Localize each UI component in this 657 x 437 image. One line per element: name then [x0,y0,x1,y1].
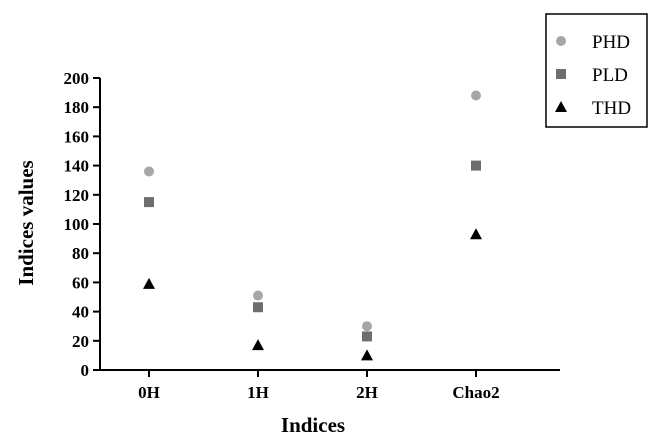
legend-marker-phd [556,36,566,46]
y-tick-label: 180 [64,98,90,117]
point-thd [361,349,373,361]
y-tick-label: 120 [64,186,90,205]
y-tick-label: 20 [72,332,89,351]
x-tick-label: 1H [247,383,269,402]
x-axis-title: Indices [281,413,345,437]
y-tick-label: 80 [72,244,89,263]
legend-marker-pld [556,69,566,79]
y-tick-label: 140 [64,157,90,176]
x-tick-label: 2H [356,383,378,402]
point-pld [253,302,263,313]
data-points [143,90,482,361]
y-tick-label: 60 [72,273,89,292]
y-axis: 0 20 40 60 80 100 120 140 160 180 200 [64,69,101,380]
legend-label-pld: PLD [592,65,628,86]
x-tick-label: Chao2 [452,383,499,402]
point-pld [362,331,372,342]
legend-label-thd: THD [592,98,631,119]
legend: PHD PLD THD [545,13,648,128]
y-axis-title: Indices values [14,160,38,285]
legend-label-phd: PHD [592,32,630,53]
x-axis: 0H 1H 2H Chao2 [100,369,560,402]
point-pld [144,197,154,208]
point-phd [362,321,372,332]
point-thd [252,339,264,351]
point-pld [471,160,481,171]
y-tick-label: 200 [64,69,90,88]
y-tick-label: 160 [64,127,90,146]
y-tick-label: 100 [64,215,90,234]
point-phd [144,166,154,177]
point-phd [253,290,263,301]
point-thd [143,277,155,289]
y-tick-label: 40 [72,303,89,322]
legend-marker-thd [555,101,567,112]
point-thd [470,228,482,240]
point-phd [471,90,481,101]
y-tick-label: 0 [81,361,90,380]
x-tick-label: 0H [138,383,160,402]
